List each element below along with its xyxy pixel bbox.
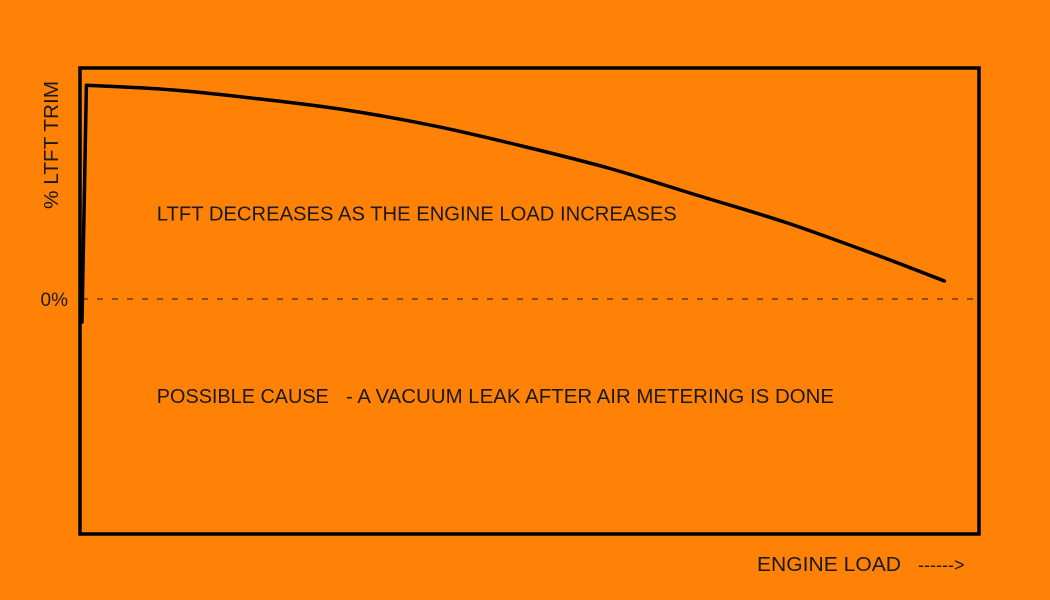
annotation-vacuum-leak: - A VACUUM LEAK AFTER AIR METERING IS DO… — [346, 386, 834, 408]
annotation-ltft-decreases: LTFT DECREASES AS THE ENGINE LOAD INCREA… — [157, 203, 677, 225]
plot-frame — [78, 66, 981, 536]
x-axis-arrow: ------> — [918, 555, 964, 575]
x-axis-label: ENGINE LOAD — [757, 554, 901, 576]
y-axis-label: % LTFT TRIM — [41, 81, 63, 209]
y-tick-label-zero: 0% — [41, 290, 69, 311]
annotation-possible-cause: POSSIBLE CAUSE — [157, 386, 329, 408]
ltft-series-line — [80, 83, 947, 324]
